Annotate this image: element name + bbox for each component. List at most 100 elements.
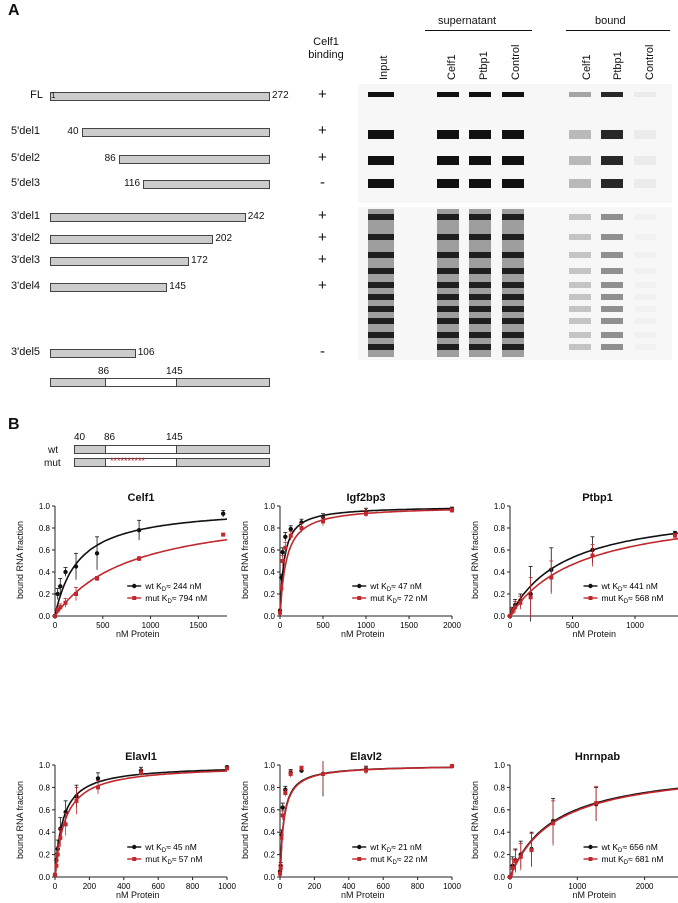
- data-point-mut: [95, 576, 100, 581]
- construct-start-label: 86: [104, 153, 116, 164]
- schema-pos-40: 40: [74, 432, 86, 443]
- data-point-mut: [513, 859, 518, 864]
- chart-title: Elavl1: [125, 751, 157, 763]
- x-tick-label: 1000: [142, 621, 160, 630]
- construct-bar: [50, 349, 136, 358]
- data-point-mut: [279, 586, 284, 591]
- construct-bar: [50, 92, 270, 101]
- y-tick-label: 0.4: [264, 828, 276, 837]
- construct-bar: [118, 155, 270, 164]
- data-point-wt: [95, 776, 101, 781]
- chart-title: Ptbp1: [582, 492, 613, 504]
- y-axis-label: bound RNA fraction: [240, 780, 250, 859]
- x-tick-label: 200: [83, 882, 97, 891]
- y-tick-label: 1.0: [494, 761, 506, 770]
- y-tick-label: 0.4: [494, 828, 506, 837]
- data-point-mut: [299, 766, 304, 771]
- data-point-mut: [528, 595, 533, 600]
- y-tick-label: 0.6: [264, 806, 276, 815]
- legend-label: mut KD≈ 568 nM: [602, 593, 664, 605]
- legend-marker: [357, 583, 362, 589]
- y-tick-label: 1.0: [39, 761, 51, 770]
- y-tick-label: 0.2: [494, 590, 506, 599]
- legend-label: mut KD≈ 794 nM: [145, 593, 207, 605]
- data-point-mut: [594, 801, 599, 806]
- x-tick-label: 800: [186, 882, 200, 891]
- data-point-mut: [280, 559, 285, 563]
- lane-label: Ptbp1: [612, 51, 624, 80]
- chart-title: Elavl2: [350, 751, 382, 763]
- data-point-wt: [283, 534, 288, 539]
- binding-symbol: +: [318, 251, 327, 268]
- x-tick-label: 1000: [443, 882, 461, 891]
- x-tick-label: 500: [96, 621, 110, 630]
- data-point-wt: [136, 528, 142, 533]
- data-point-mut: [529, 848, 534, 853]
- construct-name: 5'del2: [10, 152, 40, 164]
- y-axis-label: bound RNA fraction: [470, 780, 480, 859]
- data-point-mut: [283, 545, 288, 550]
- y-tick-label: 0.2: [264, 590, 276, 599]
- data-point-mut: [551, 821, 556, 826]
- summary-bar: [50, 378, 270, 387]
- x-tick-label: 1000: [218, 882, 236, 891]
- data-point-mut: [673, 533, 677, 538]
- data-point-mut: [510, 866, 515, 871]
- supernatant-header: supernatant: [438, 15, 497, 27]
- construct-bar: [50, 235, 214, 244]
- x-axis-label: nM Protein: [572, 890, 617, 900]
- y-tick-label: 0.4: [494, 568, 506, 577]
- construct-end-label: 106: [137, 347, 155, 358]
- summary-label-145: 145: [166, 366, 183, 377]
- y-tick-label: 0.2: [39, 851, 51, 860]
- data-point-mut: [53, 614, 57, 618]
- x-axis-label: nM Protein: [341, 629, 385, 639]
- y-axis-label: bound RNA fraction: [15, 520, 25, 599]
- chart-title: Hnrnpab: [574, 751, 621, 763]
- binding-symbol: +: [318, 122, 327, 139]
- chart-title: Celf1: [127, 492, 155, 504]
- binding-symbol: +: [318, 86, 327, 103]
- y-tick-label: 0.8: [494, 524, 506, 533]
- x-tick-label: 0: [508, 882, 513, 891]
- schema-wt-label: wt: [48, 445, 58, 456]
- y-tick-label: 0.8: [39, 524, 51, 533]
- data-point-wt: [288, 526, 293, 532]
- binding-symbol: -: [320, 343, 325, 360]
- data-point-mut: [278, 610, 282, 615]
- construct-name: 3'del2: [10, 232, 40, 244]
- construct-bar: [50, 283, 168, 292]
- y-tick-label: 0.4: [39, 828, 51, 837]
- x-tick-label: 0: [278, 621, 283, 630]
- data-point-mut: [508, 614, 512, 618]
- x-tick-label: 800: [411, 882, 425, 891]
- lane-label: Celf1: [446, 54, 458, 80]
- legend-marker: [357, 844, 362, 850]
- x-axis-label: nM Protein: [116, 629, 160, 639]
- fit-curve-mut: [54, 770, 228, 878]
- binding-symbol: -: [320, 174, 325, 191]
- data-point-mut: [58, 605, 63, 610]
- construct-name: 5'del1: [10, 125, 40, 137]
- summary-label-86: 86: [98, 366, 110, 377]
- data-point-mut: [321, 771, 325, 776]
- data-point-mut: [96, 785, 100, 790]
- y-axis-label: bound RNA fraction: [15, 780, 25, 859]
- data-point-wt: [280, 550, 285, 555]
- y-tick-label: 1.0: [264, 761, 276, 770]
- y-tick-label: 0.8: [264, 783, 276, 792]
- construct-end-label: 242: [247, 211, 265, 222]
- legend-label: wt KD≈ 244 nM: [144, 581, 201, 593]
- panel-letter-a: A: [8, 2, 20, 19]
- legend-label: mut KD≈ 22 nM: [370, 854, 427, 866]
- legend-marker: [588, 583, 593, 589]
- data-point-wt: [73, 564, 79, 569]
- data-point-mut: [590, 553, 595, 558]
- data-point-mut: [221, 532, 226, 537]
- y-tick-label: 0.4: [39, 568, 51, 577]
- legend-label: mut KD≈ 72 nM: [370, 593, 427, 605]
- data-point-mut: [450, 508, 454, 513]
- y-tick-label: 0.6: [39, 806, 51, 815]
